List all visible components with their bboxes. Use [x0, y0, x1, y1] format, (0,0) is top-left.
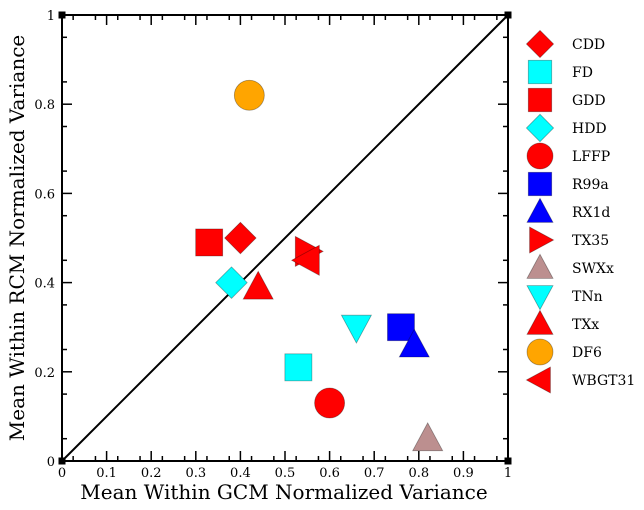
legend-label-df6: DF6: [572, 345, 602, 361]
y-tick-label: 1: [47, 9, 55, 24]
legend-label-tnn: TNn: [572, 289, 603, 305]
data-points: [195, 79, 444, 452]
legend-marker-rx1d: [526, 197, 554, 223]
x-tick-label: 0.3: [185, 466, 206, 481]
legend-label-cdd: CDD: [572, 37, 605, 53]
legend-label-lffp: LFFP: [572, 149, 610, 165]
reference-line-layer: [61, 14, 509, 462]
data-point-cdd: [224, 221, 257, 255]
data-point-r99a: [387, 313, 415, 342]
y-axis-title: Mean Within RCM Normalized Variance: [5, 35, 29, 441]
y-tick-label: 0.2: [34, 366, 55, 381]
data-point-txx: [242, 270, 274, 300]
data-point-swxx: [412, 422, 444, 452]
legend-marker-gdd: [527, 87, 553, 113]
y-tick-label: 0.6: [34, 187, 55, 202]
legend-label-hdd: HDD: [572, 121, 607, 137]
x-tick-label: 0.6: [319, 466, 340, 481]
legend-marker-wbgt31: [525, 366, 551, 394]
legend-label-wbgt31: WBGT31: [572, 373, 635, 389]
legend: CDD FD GDD HDD LFFP R99a RX1d TX35 SWXx TNn TXx DF6…: [525, 29, 635, 394]
legend-marker-hdd: [525, 113, 555, 143]
legend-label-rx1d: RX1d: [572, 205, 610, 221]
data-point-rx1d: [398, 328, 430, 358]
legend-marker-tx35: [529, 226, 555, 254]
data-point-df6: [233, 79, 265, 111]
legend-label-tx35: TX35: [572, 233, 609, 249]
data-point-gdd: [195, 228, 224, 257]
legend-marker-cdd: [525, 29, 555, 59]
x-tick-label: 0.4: [230, 466, 251, 481]
x-tick-label: 0.7: [364, 466, 385, 481]
legend-label-fd: FD: [572, 65, 593, 81]
legend-marker-df6: [526, 338, 554, 366]
y-tick-label: 0.8: [34, 98, 55, 113]
legend-marker-swxx: [526, 253, 554, 279]
data-point-wbgt31: [290, 244, 320, 276]
x-tick-label: 0.9: [453, 466, 474, 481]
legend-marker-lffp: [526, 142, 554, 170]
data-point-lffp: [314, 387, 346, 419]
legend-label-swxx: SWXx: [572, 261, 614, 277]
x-axis-title: Mean Within GCM Normalized Variance: [80, 480, 487, 504]
x-tick-label: 0.2: [141, 466, 162, 481]
legend-label-txx: TXx: [572, 317, 599, 333]
y-tick-label: 0: [47, 455, 55, 470]
legend-marker-r99a: [527, 171, 553, 197]
x-tick-label: 0.1: [96, 466, 117, 481]
legend-marker-txx: [526, 309, 554, 335]
legend-label-r99a: R99a: [572, 177, 609, 193]
legend-marker-fd: [527, 59, 553, 85]
x-tick-label: 0: [58, 466, 66, 481]
x-tick-label: 0.5: [275, 466, 296, 481]
axes: 0 0.1 0.2 0.3 0.4 0.5 0.6 0.7 0.8 0.9 1 0 0.2 0.4 0.6 0…: [34, 9, 512, 481]
x-tick-label: 1: [504, 466, 512, 481]
x-tick-label: 0.8: [408, 466, 429, 481]
data-point-fd: [284, 353, 313, 382]
legend-marker-tnn: [526, 285, 554, 311]
data-point-tnn: [340, 314, 373, 344]
y-tick-label: 0.4: [34, 277, 55, 292]
data-point-hdd: [215, 266, 248, 299]
one-to-one-line: [61, 14, 509, 462]
legend-label-gdd: GDD: [572, 93, 606, 109]
